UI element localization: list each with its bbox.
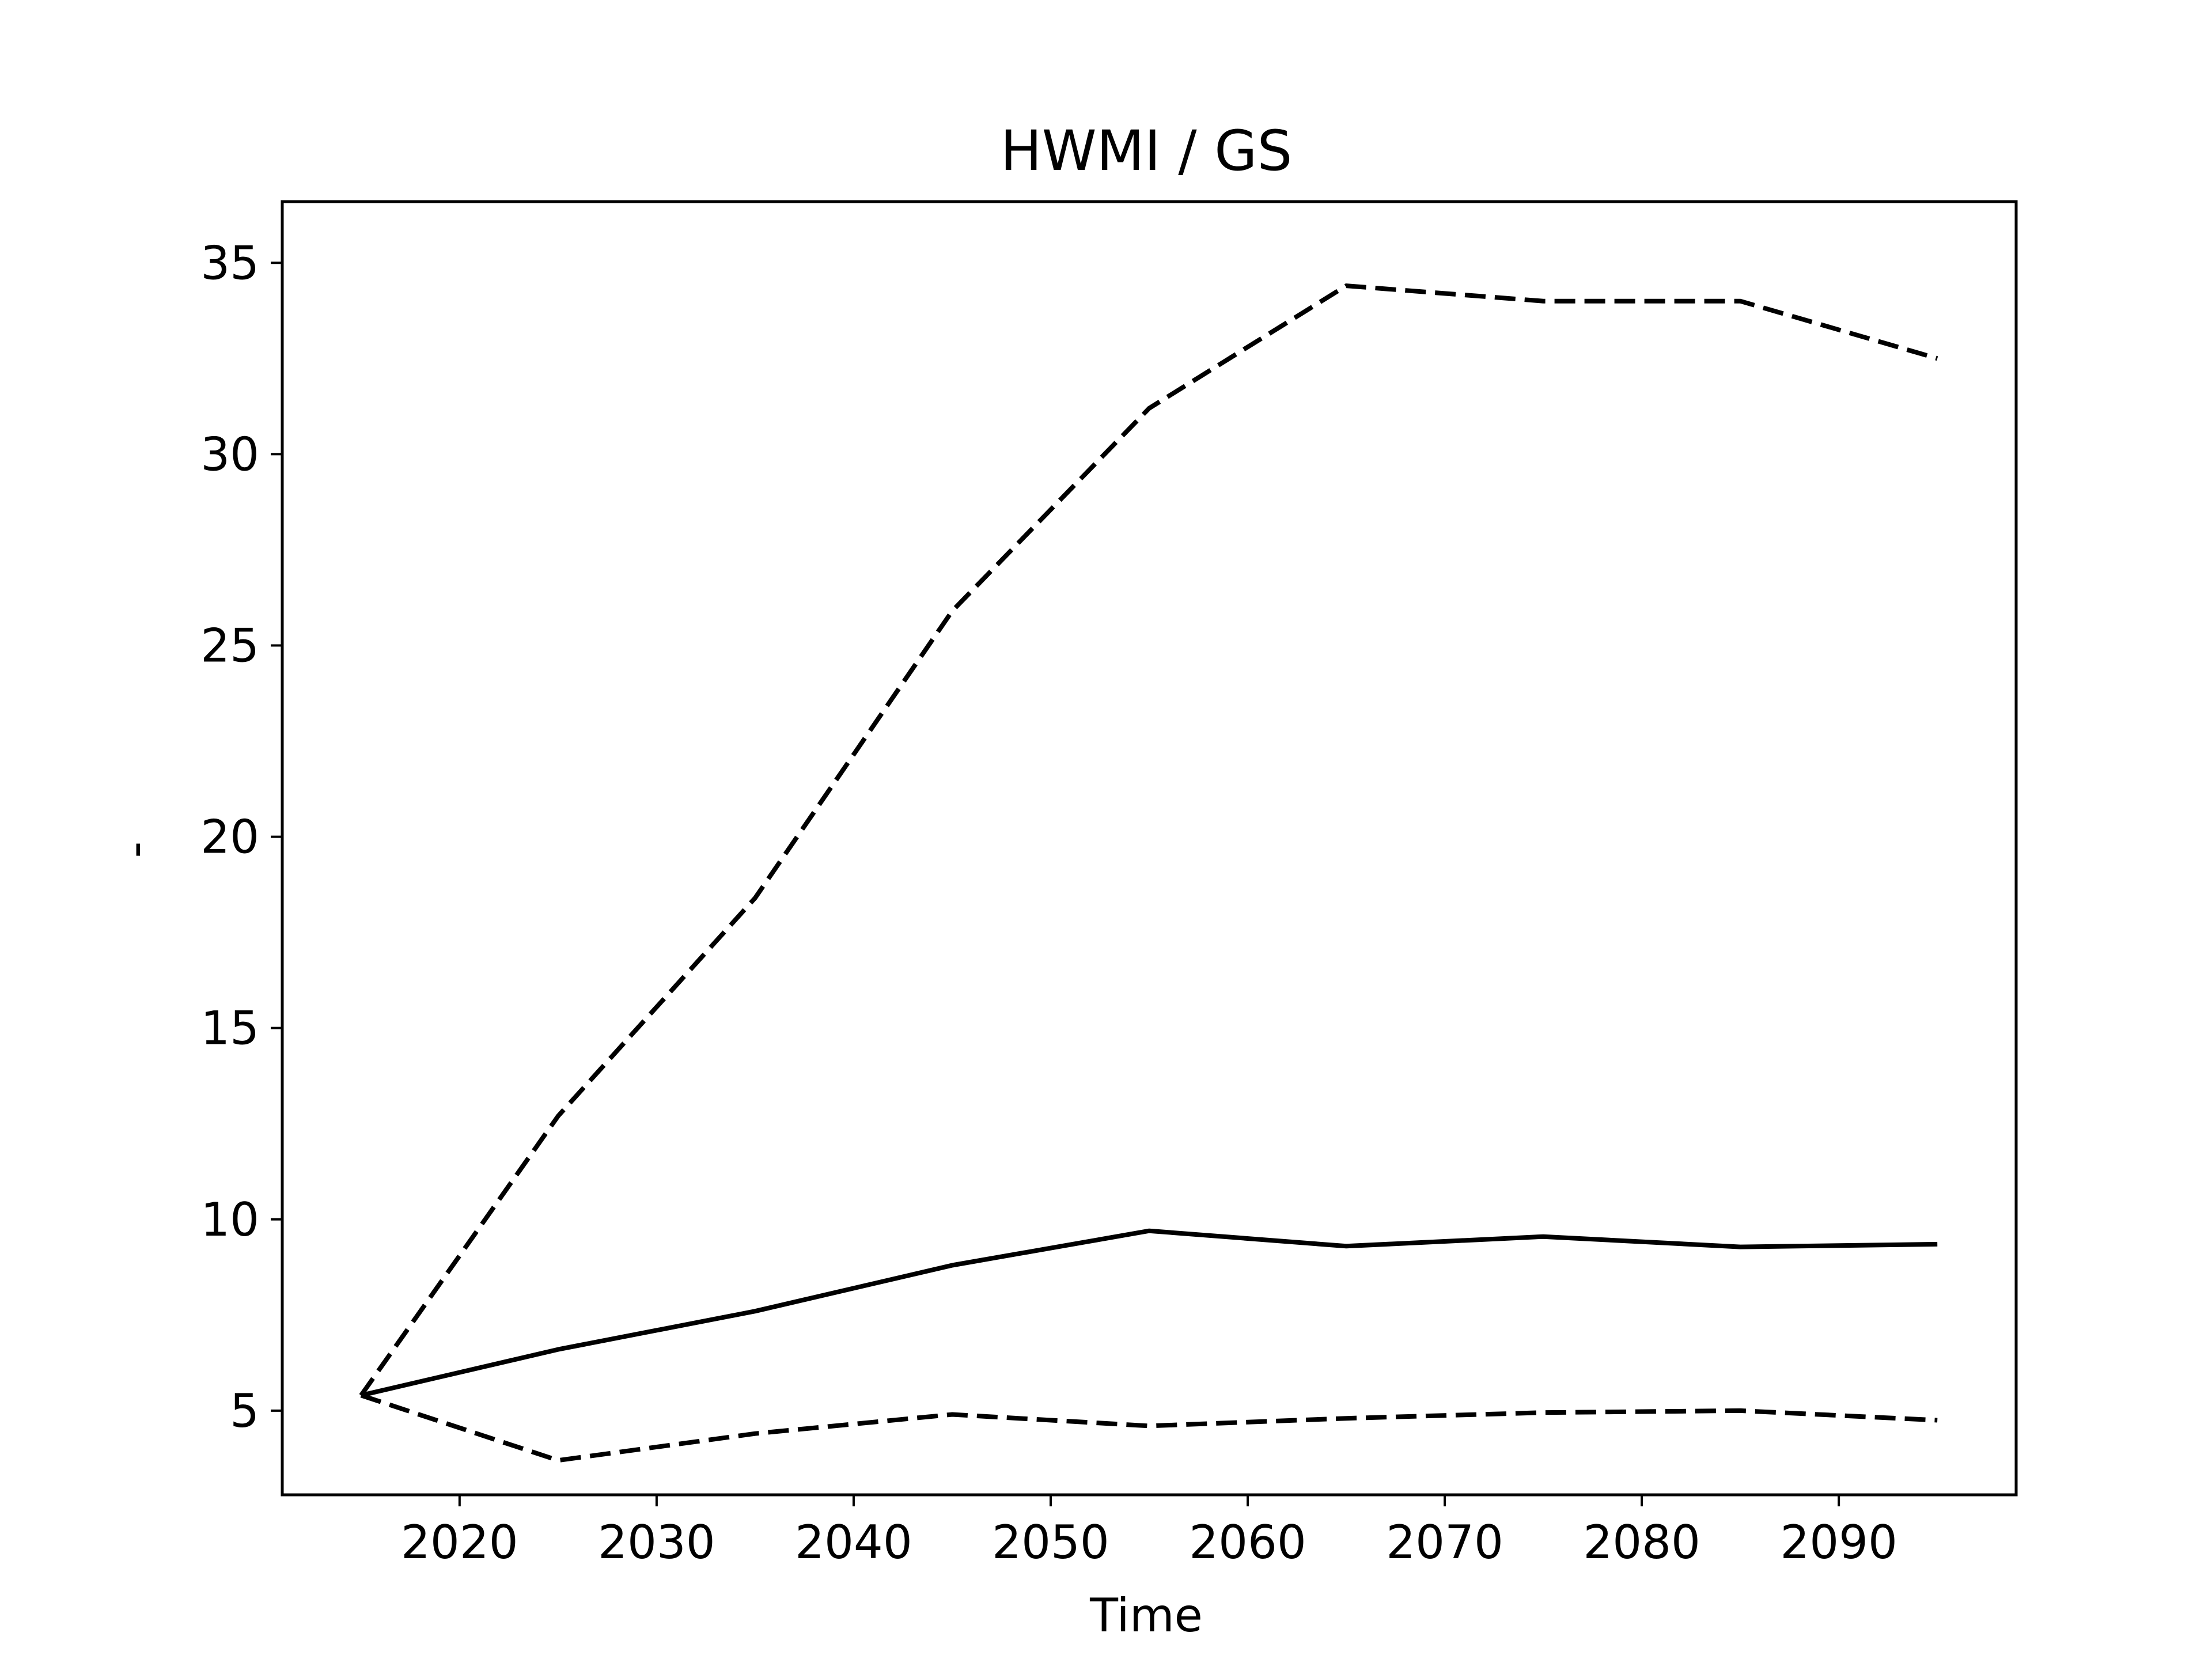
x-tick-label: 2090 [1780,1516,1897,1569]
x-tick-label: 2040 [795,1516,912,1569]
y-tick-label: 25 [200,619,259,672]
y-axis-label: - [108,842,162,858]
y-tick-label: 30 [200,427,259,481]
y-tick-label: 20 [200,810,259,864]
y-tick-label: 15 [200,1002,259,1055]
y-tick-label: 5 [230,1384,259,1438]
x-tick-label: 2070 [1386,1516,1503,1569]
x-tick-label: 2060 [1189,1516,1306,1569]
y-axis: 5 10 15 20 25 30 35 [200,236,282,1438]
x-axis: 2020 2030 2040 2050 2060 2070 2080 2090 [401,1495,1897,1569]
plot-frame [281,200,2018,1497]
series-line-2 [359,283,1938,1397]
x-tick-label: 2020 [401,1516,518,1569]
x-tick-label: 2050 [992,1516,1109,1569]
x-tick-label: 2030 [598,1516,715,1569]
chart-title: HWMI / GS [1001,119,1293,183]
series-layer [359,283,1938,1463]
x-axis-label: Time [1089,1589,1203,1642]
y-tick-label: 10 [200,1193,259,1247]
x-tick-label: 2080 [1583,1516,1700,1569]
y-tick-label: 35 [200,236,259,290]
series-line-3 [360,1393,1938,1463]
series-line-1 [360,1228,1938,1398]
